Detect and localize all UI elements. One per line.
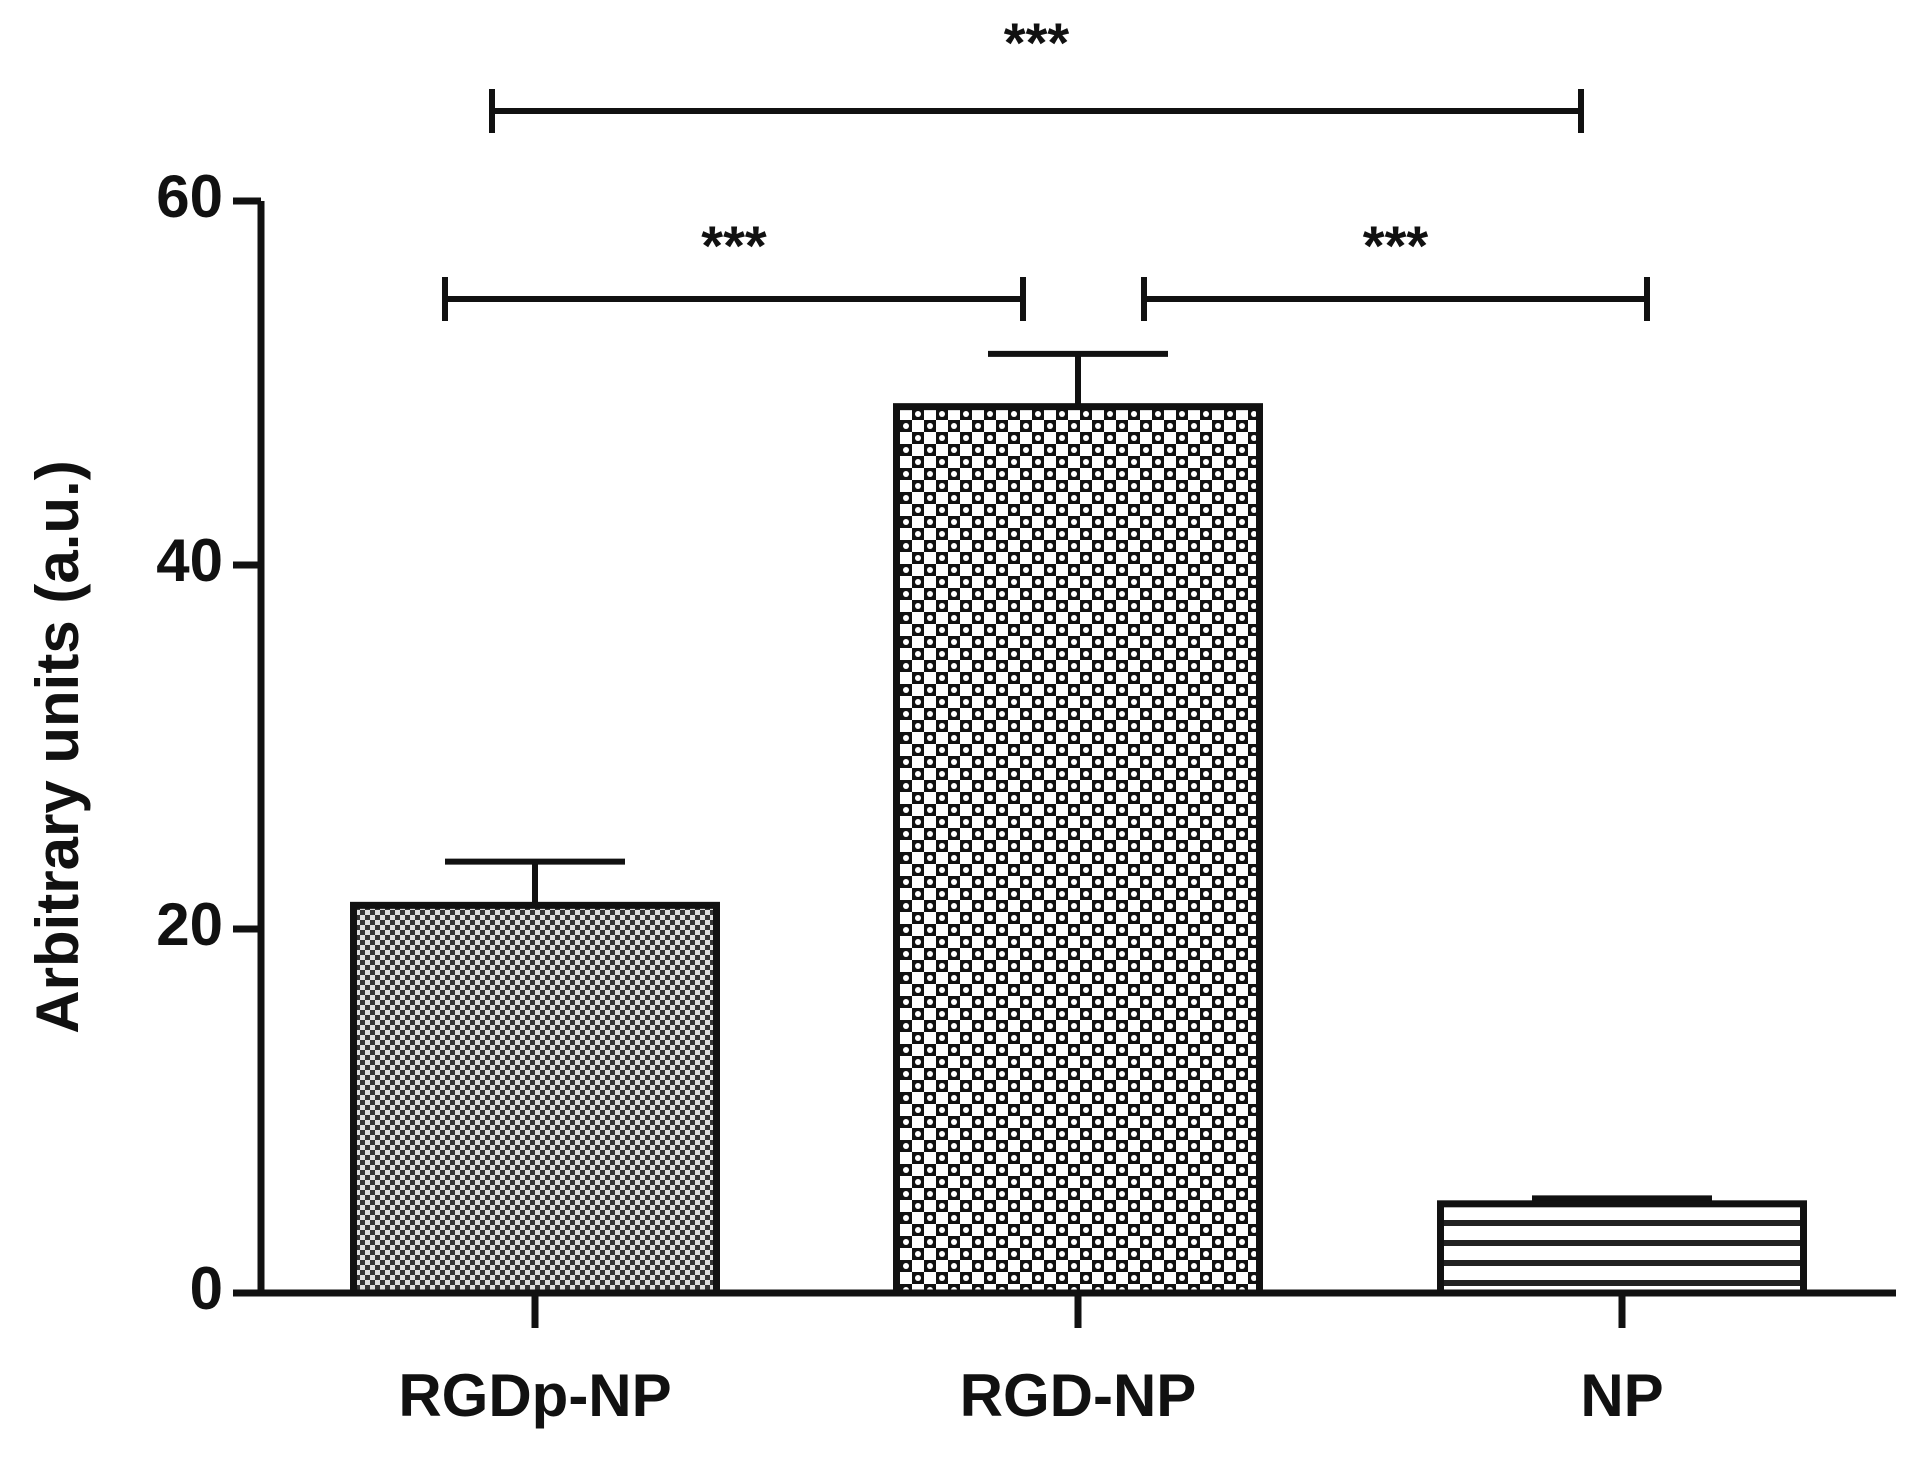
y-tick-label: 40 <box>156 527 223 594</box>
y-tick-label: 60 <box>156 163 223 230</box>
x-tick-label: NP <box>1580 1362 1663 1429</box>
x-tick-label: RGDp-NP <box>398 1362 671 1429</box>
significance-label: *** <box>701 214 767 277</box>
significance-label: *** <box>1363 214 1429 277</box>
x-tick-label: RGD-NP <box>960 1362 1197 1429</box>
bar <box>350 901 720 1297</box>
y-tick-label: 20 <box>156 891 223 958</box>
significance-label: *** <box>1004 11 1070 74</box>
bar <box>893 403 1263 1297</box>
bar <box>1437 1200 1807 1297</box>
y-tick-label: 0 <box>190 1255 223 1322</box>
y-axis-label: Arbitrary units (a.u.) <box>24 460 91 1033</box>
